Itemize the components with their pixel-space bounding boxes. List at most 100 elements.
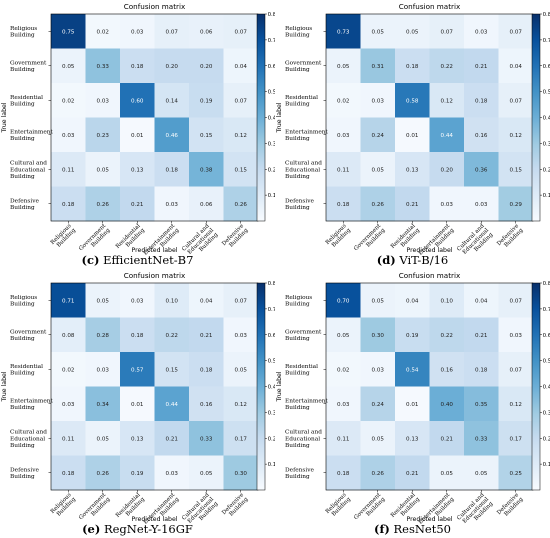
y-tick-label: Residential Building [10, 364, 43, 377]
cell-value-label: 0.03 [166, 471, 179, 477]
cell-value-label: 0.05 [235, 367, 248, 373]
y-tick-label-line: Building [285, 336, 310, 342]
y-tick-label-line: Religious [10, 26, 37, 32]
cell-value-label: 0.07 [235, 29, 248, 35]
confusion-matrix-panel: Confusion matrix 0.73 0.05 0.05 0.07 0.03 0.07… [275, 0, 550, 269]
cell-value-label: 0.26 [235, 202, 248, 208]
cell-value-label: 0.38 [200, 167, 213, 173]
colorbar-tick-label: 0.5 [268, 90, 275, 96]
cell-value-label: 0.18 [337, 471, 350, 477]
cell-value-label: 0.15 [235, 167, 248, 173]
y-tick-label-line: Religious [285, 26, 312, 32]
cell-value-label: 0.21 [406, 202, 419, 208]
y-tick-label-line: Defensive [10, 198, 39, 204]
cell-value-label: 0.30 [235, 471, 248, 477]
x-tick-label: GovernmentBuilding [78, 223, 112, 257]
cell-value-label: 0.02 [62, 367, 74, 373]
y-tick-label-line: Educational [285, 167, 320, 173]
colorbar [532, 14, 540, 221]
y-tick-label: Defensive Building [285, 467, 314, 480]
y-tick-label-line: Building [285, 102, 310, 108]
cell-value-label: 0.60 [131, 98, 144, 104]
colorbar-tick-label: 0.8 [543, 281, 550, 287]
colorbar-tick-label: 0.4 [268, 385, 275, 391]
y-tick-label-line: Building [285, 474, 310, 480]
y-tick-label-line: Defensive [10, 467, 39, 473]
colorbar-tick-label: 0.7 [268, 38, 275, 44]
cell-value-label: 0.71 [62, 298, 75, 304]
cell-value-label: 0.03 [62, 402, 75, 408]
cell-value-label: 0.01 [131, 402, 144, 408]
colorbar-tick-label: 0.8 [543, 12, 550, 18]
colorbar-tick-label: 0.5 [543, 90, 550, 96]
colorbar-tick-label: 0.6 [543, 64, 550, 70]
cell-value-label: 0.15 [510, 167, 523, 173]
cell-value-label: 0.02 [97, 29, 109, 35]
cell-value-label: 0.54 [406, 367, 419, 373]
cell-value-label: 0.44 [166, 402, 179, 408]
colorbar-tick-label: 0.2 [268, 167, 275, 173]
cell-value-label: 0.16 [200, 402, 213, 408]
cell-value-label: 0.03 [441, 202, 454, 208]
y-tick-label: Defensive Building [285, 198, 314, 211]
caption-model-name: ViT-B/16 [396, 253, 448, 267]
cell-value-label: 0.03 [337, 402, 350, 408]
cell-value-label: 0.10 [441, 298, 454, 304]
chart-title: Confusion matrix [399, 271, 461, 280]
y-tick-label: Entertainment Building [285, 398, 329, 411]
caption-tag: (d) [377, 253, 396, 267]
cell-value-label: 0.12 [510, 402, 522, 408]
cell-value-label: 0.14 [166, 98, 179, 104]
colorbar-tick-label: 0.3 [543, 410, 550, 416]
cell-value-label: 0.05 [97, 167, 110, 173]
cell-value-label: 0.01 [406, 402, 419, 408]
cell-value-label: 0.18 [131, 333, 144, 339]
y-tick-label-line: Building [10, 474, 35, 480]
caption-tag: (f) [374, 522, 390, 536]
figure-caption: (e) RegNet-Y-16GF [0, 522, 275, 536]
cell-value-label: 0.05 [337, 64, 350, 70]
cell-value-label: 0.08 [62, 333, 75, 339]
y-tick-label-line: Building [285, 174, 310, 180]
cell-value-label: 0.03 [372, 367, 385, 373]
figure-caption: (f) ResNet50 [275, 522, 550, 536]
colorbar-tick-label: 0.2 [543, 436, 550, 442]
colorbar-tick-label: 0.2 [268, 436, 275, 442]
cell-value-label: 0.22 [441, 64, 453, 70]
cell-value-label: 0.19 [200, 98, 213, 104]
cell-value-label: 0.30 [372, 333, 385, 339]
cell-value-label: 0.07 [166, 29, 179, 35]
caption-model-name: ResNet50 [390, 522, 451, 536]
colorbar-tick-label: 0.3 [268, 141, 275, 147]
x-tick-label: GovernmentBuilding [78, 492, 112, 526]
cell-value-label: 0.03 [131, 29, 144, 35]
caption-model-name: EfficientNet-B7 [99, 253, 193, 267]
colorbar-tick-label: 0.3 [543, 141, 550, 147]
cell-value-label: 0.19 [406, 333, 419, 339]
cell-value-label: 0.18 [62, 202, 75, 208]
x-tick-label: ReligiousBuilding [50, 223, 78, 251]
x-tick-label: DefensiveBuilding [221, 492, 250, 521]
colorbar-tick-label: 0.1 [268, 462, 275, 468]
cell-value-label: 0.24 [372, 402, 385, 408]
figure-caption: (c) EfficientNet-B7 [0, 253, 275, 267]
cell-value-label: 0.24 [372, 133, 385, 139]
confusion-matrix-panel: Confusion matrix 0.70 0.05 0.04 0.10 0.04 0.07… [275, 269, 550, 538]
y-tick-label-line: Educational [285, 436, 320, 442]
cell-value-label: 0.03 [97, 367, 110, 373]
y-tick-label-line: Building [10, 336, 35, 342]
cell-value-label: 0.22 [166, 333, 178, 339]
cell-value-label: 0.33 [97, 64, 110, 70]
y-tick-label-line: Religious [10, 295, 37, 301]
y-tick-label: Government Building [285, 329, 322, 342]
y-tick-label-line: Entertainment [285, 398, 329, 404]
y-tick-label-line: Building [10, 405, 35, 411]
cell-value-label: 0.18 [62, 471, 75, 477]
colorbar [532, 283, 540, 490]
cell-value-label: 0.04 [510, 64, 523, 70]
y-tick-label: Residential Building [285, 364, 318, 377]
caption-tag: (c) [82, 253, 100, 267]
y-tick-label: Cultural and Educational Building [10, 430, 47, 449]
cell-value-label: 0.05 [406, 29, 419, 35]
cell-value-label: 0.02 [337, 98, 349, 104]
